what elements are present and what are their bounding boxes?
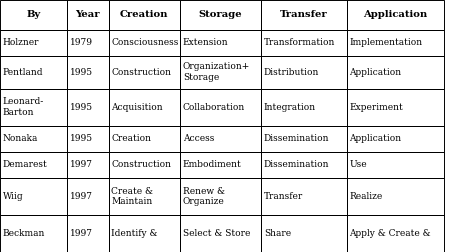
Bar (346, 0, 444, 30)
Text: Identify &: Identify & (111, 229, 158, 238)
Bar (109, 30, 180, 56)
Bar (0, 178, 67, 215)
Bar (180, 126, 261, 152)
Bar (180, 56, 261, 89)
Text: By: By (26, 10, 41, 19)
Bar (346, 215, 444, 252)
Text: Transformation: Transformation (264, 38, 335, 47)
Text: Pentland: Pentland (3, 68, 43, 77)
Text: 1995: 1995 (70, 68, 93, 77)
Bar (67, 56, 109, 89)
Bar (261, 56, 346, 89)
Text: Dissemination: Dissemination (264, 134, 329, 143)
Bar (346, 89, 444, 126)
Bar (0, 30, 67, 56)
Bar (261, 30, 346, 56)
Text: Access: Access (183, 134, 214, 143)
Text: Implementation: Implementation (349, 38, 422, 47)
Text: Experiment: Experiment (349, 103, 403, 112)
Bar (0, 215, 67, 252)
Bar (67, 178, 109, 215)
Text: Create &
Maintain: Create & Maintain (111, 187, 153, 206)
Bar (109, 215, 180, 252)
Text: Select & Store: Select & Store (183, 229, 250, 238)
Bar (261, 178, 346, 215)
Bar (180, 89, 261, 126)
Text: 1979: 1979 (70, 38, 93, 47)
Bar (109, 89, 180, 126)
Text: Wiig: Wiig (3, 192, 24, 201)
Bar (261, 89, 346, 126)
Text: Integration: Integration (264, 103, 316, 112)
Text: Collaboration: Collaboration (183, 103, 245, 112)
Text: Creation: Creation (111, 134, 152, 143)
Text: Construction: Construction (111, 160, 171, 169)
Text: Acquisition: Acquisition (111, 103, 163, 112)
Text: Transfer: Transfer (264, 192, 303, 201)
Bar (261, 215, 346, 252)
Bar (180, 215, 261, 252)
Text: Demarest: Demarest (3, 160, 48, 169)
Text: Application: Application (349, 134, 401, 143)
Text: Extension: Extension (183, 38, 229, 47)
Text: Consciousness: Consciousness (111, 38, 179, 47)
Text: Application: Application (349, 68, 401, 77)
Bar (346, 178, 444, 215)
Text: 1995: 1995 (70, 134, 93, 143)
Text: Leonard-
Barton: Leonard- Barton (3, 98, 44, 117)
Bar (346, 152, 444, 178)
Text: Use: Use (349, 160, 367, 169)
Text: Holzner: Holzner (3, 38, 39, 47)
Text: Nonaka: Nonaka (3, 134, 38, 143)
Bar (180, 178, 261, 215)
Bar (0, 0, 67, 30)
Bar (0, 152, 67, 178)
Bar (180, 0, 261, 30)
Text: Storage: Storage (199, 10, 243, 19)
Text: Embodiment: Embodiment (183, 160, 242, 169)
Bar (0, 89, 67, 126)
Text: Transfer: Transfer (280, 10, 328, 19)
Bar (346, 126, 444, 152)
Bar (346, 30, 444, 56)
Bar (261, 0, 346, 30)
Text: Share: Share (264, 229, 291, 238)
Text: 1997: 1997 (70, 229, 93, 238)
Text: 1995: 1995 (70, 103, 93, 112)
Bar (67, 215, 109, 252)
Bar (109, 178, 180, 215)
Bar (109, 56, 180, 89)
Bar (109, 152, 180, 178)
Bar (346, 56, 444, 89)
Text: Organization+
Storage: Organization+ Storage (183, 62, 250, 82)
Text: Year: Year (75, 10, 100, 19)
Bar (67, 30, 109, 56)
Bar (67, 152, 109, 178)
Text: Application: Application (363, 10, 427, 19)
Bar (67, 126, 109, 152)
Bar (109, 126, 180, 152)
Text: 1997: 1997 (70, 160, 93, 169)
Bar (180, 152, 261, 178)
Bar (67, 89, 109, 126)
Text: Realize: Realize (349, 192, 383, 201)
Bar (67, 0, 109, 30)
Bar (261, 126, 346, 152)
Bar (261, 152, 346, 178)
Bar (0, 56, 67, 89)
Text: Dissemination: Dissemination (264, 160, 329, 169)
Text: Construction: Construction (111, 68, 171, 77)
Text: Creation: Creation (120, 10, 169, 19)
Bar (180, 30, 261, 56)
Text: Renew &
Organize: Renew & Organize (183, 187, 225, 206)
Text: 1997: 1997 (70, 192, 93, 201)
Text: Apply & Create &: Apply & Create & (349, 229, 431, 238)
Bar (109, 0, 180, 30)
Bar (0, 126, 67, 152)
Text: Beckman: Beckman (3, 229, 45, 238)
Text: Distribution: Distribution (264, 68, 319, 77)
